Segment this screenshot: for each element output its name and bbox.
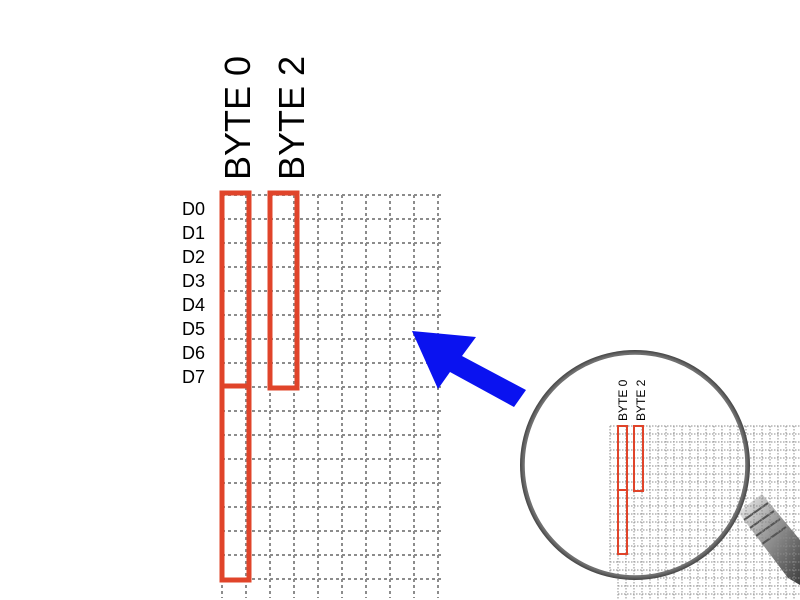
- magnifier-handle: [738, 494, 800, 585]
- bit-label-d6: D6: [182, 343, 205, 363]
- byte-0-box: [219, 190, 252, 389]
- bit-label-d7: D7: [182, 367, 205, 387]
- lens-byte-2-box: [633, 425, 644, 492]
- byte-0-label: BYTE 0: [217, 56, 258, 180]
- bit-label-d5: D5: [182, 319, 205, 339]
- bit-label-d3: D3: [182, 271, 205, 291]
- lens-byte-0-label: BYTE 0: [616, 379, 630, 421]
- bit-label-d4: D4: [182, 295, 205, 315]
- lens-byte-1-box: [617, 489, 628, 555]
- byte-1-box: [219, 383, 252, 583]
- byte-highlights: [219, 190, 300, 583]
- lens-highlights: [617, 425, 644, 555]
- bit-labels: D0 D1 D2 D3 D4 D5 D6 D7: [182, 199, 205, 387]
- byte-2-box: [267, 190, 300, 391]
- bit-label-d1: D1: [182, 223, 205, 243]
- lens-byte-2-label: BYTE 2: [634, 379, 648, 421]
- magnifying-glass-icon: BYTE 0 BYTE 2: [520, 350, 800, 600]
- arrow-icon: [412, 331, 526, 407]
- pixel-grid: [221, 194, 444, 598]
- byte-2-label: BYTE 2: [271, 56, 312, 180]
- bit-label-d2: D2: [182, 247, 205, 267]
- bit-label-d0: D0: [182, 199, 205, 219]
